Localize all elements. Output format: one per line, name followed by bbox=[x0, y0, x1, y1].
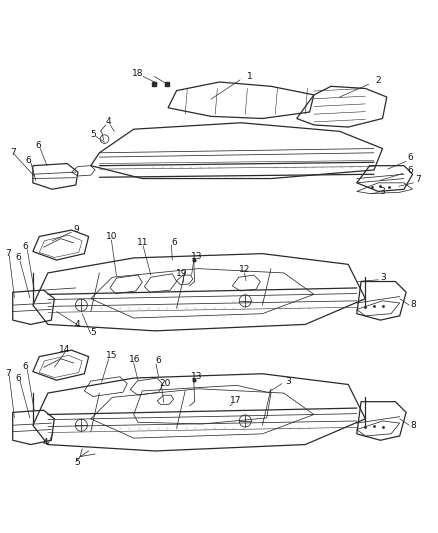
Text: 9: 9 bbox=[73, 225, 78, 233]
Text: 19: 19 bbox=[176, 269, 187, 278]
Text: 16: 16 bbox=[128, 355, 140, 364]
Text: 7: 7 bbox=[6, 369, 11, 378]
Text: 6: 6 bbox=[406, 166, 412, 175]
Text: 4: 4 bbox=[105, 117, 110, 126]
Text: 11: 11 bbox=[136, 238, 148, 247]
Text: 7: 7 bbox=[414, 175, 420, 184]
Text: 3: 3 bbox=[285, 376, 290, 385]
Text: 15: 15 bbox=[106, 351, 117, 360]
Text: 14: 14 bbox=[58, 345, 70, 354]
Text: 8: 8 bbox=[410, 300, 415, 309]
Text: 3: 3 bbox=[379, 187, 385, 196]
Text: 6: 6 bbox=[35, 141, 41, 150]
Text: 6: 6 bbox=[406, 154, 412, 163]
Text: 3: 3 bbox=[380, 273, 385, 282]
Text: 7: 7 bbox=[6, 249, 11, 258]
Text: 13: 13 bbox=[191, 252, 202, 261]
Text: 4: 4 bbox=[74, 320, 80, 329]
Text: 10: 10 bbox=[106, 232, 117, 241]
Text: 7: 7 bbox=[11, 148, 16, 157]
Text: 6: 6 bbox=[26, 156, 32, 165]
Text: 18: 18 bbox=[132, 69, 143, 78]
Text: 12: 12 bbox=[238, 265, 250, 274]
Text: 6: 6 bbox=[171, 238, 177, 247]
Text: 20: 20 bbox=[159, 379, 170, 388]
Text: 5: 5 bbox=[90, 130, 95, 139]
Text: 17: 17 bbox=[230, 397, 241, 405]
Text: 6: 6 bbox=[23, 242, 28, 251]
Text: 1: 1 bbox=[246, 72, 252, 81]
Text: 2: 2 bbox=[374, 76, 380, 85]
Text: 13: 13 bbox=[191, 372, 202, 381]
Text: 6: 6 bbox=[23, 362, 28, 371]
Text: 4: 4 bbox=[43, 438, 49, 447]
Text: 6: 6 bbox=[15, 253, 21, 262]
Text: 8: 8 bbox=[410, 421, 415, 430]
Text: 6: 6 bbox=[155, 357, 161, 366]
Text: 5: 5 bbox=[74, 458, 80, 467]
Text: 6: 6 bbox=[15, 374, 21, 383]
Text: 5: 5 bbox=[90, 328, 95, 337]
